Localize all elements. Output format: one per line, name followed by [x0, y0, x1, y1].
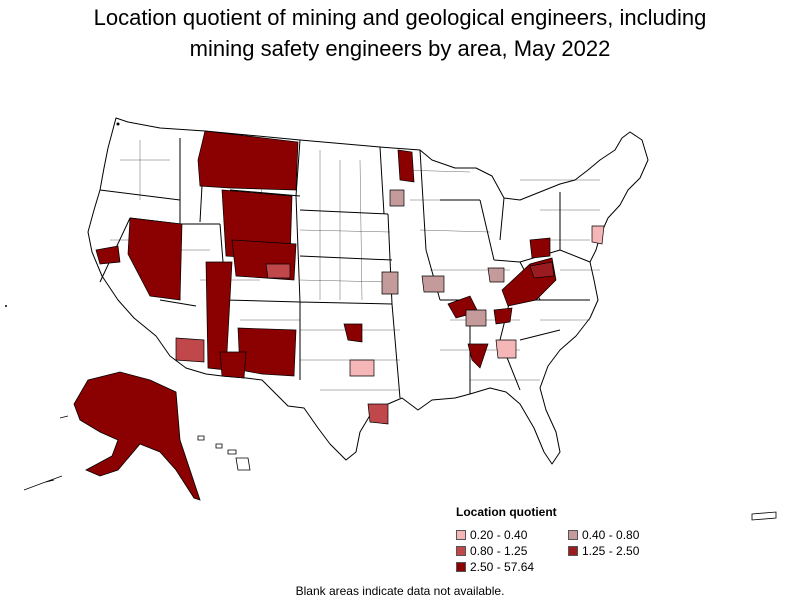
area-ohio: [487, 267, 505, 283]
map-title: Location quotient of mining and geologic…: [0, 2, 800, 64]
legend-item-2: 0.80 - 1.25: [456, 544, 568, 558]
legend-item-0: 0.20 - 0.40: [456, 528, 568, 542]
alaska-islands: [23, 415, 69, 491]
area-minnesota-south: [389, 189, 405, 207]
hawaii: [197, 435, 251, 471]
puerto-rico: [751, 511, 777, 521]
area-arizona-central: [175, 337, 205, 363]
legend-label-1: 0.40 - 0.80: [582, 528, 640, 542]
legend-item-4: 2.50 - 57.64: [456, 560, 568, 574]
legend-swatch-4: [456, 562, 466, 572]
legend-swatch-3: [568, 546, 578, 556]
area-new-jersey: [591, 225, 605, 245]
area-georgia: [495, 339, 517, 359]
area-pennsylvania: [529, 237, 551, 259]
legend-swatch-0: [456, 530, 466, 540]
area-colorado-east: [265, 263, 291, 279]
area-new-mexico: [237, 327, 297, 377]
footnote: Blank areas indicate data not available.: [295, 584, 505, 598]
area-missouri: [421, 275, 445, 293]
area-oklahoma: [343, 323, 363, 343]
area-montana: [197, 130, 299, 191]
legend-swatch-1: [568, 530, 578, 540]
area-alabama: [467, 343, 489, 369]
area-houston: [367, 403, 389, 425]
area-virginia: [529, 261, 555, 279]
area-california-north: [95, 245, 121, 265]
legend: Location quotient 0.20 - 0.40 0.40 - 0.8…: [456, 505, 676, 574]
legend-label-4: 2.50 - 57.64: [470, 560, 535, 574]
legend-item-3: 1.25 - 2.50: [568, 544, 678, 558]
legend-title: Location quotient: [456, 505, 557, 519]
area-minnesota: [397, 149, 415, 183]
legend-label-3: 1.25 - 2.50: [582, 544, 640, 558]
legend-label-0: 0.20 - 0.40: [470, 528, 528, 542]
title-line-1: Location quotient of mining and geologic…: [93, 5, 707, 30]
area-kansas: [381, 271, 399, 295]
legend-grid: 0.20 - 0.40 0.40 - 0.80 0.80 - 1.25 1.25…: [456, 528, 676, 574]
area-tennessee: [493, 307, 513, 325]
area-arizona-south: [219, 351, 247, 379]
legend-item-1: 0.40 - 0.80: [568, 528, 678, 542]
area-arkansas: [465, 309, 487, 327]
area-nevada: [127, 217, 183, 301]
legend-label-2: 0.80 - 1.25: [470, 544, 528, 558]
area-alaska: [73, 371, 201, 501]
title-line-2: mining safety engineers by area, May 202…: [189, 36, 611, 61]
legend-swatch-2: [456, 546, 466, 556]
small-islands: [5, 122, 120, 307]
area-dallas: [349, 359, 375, 377]
